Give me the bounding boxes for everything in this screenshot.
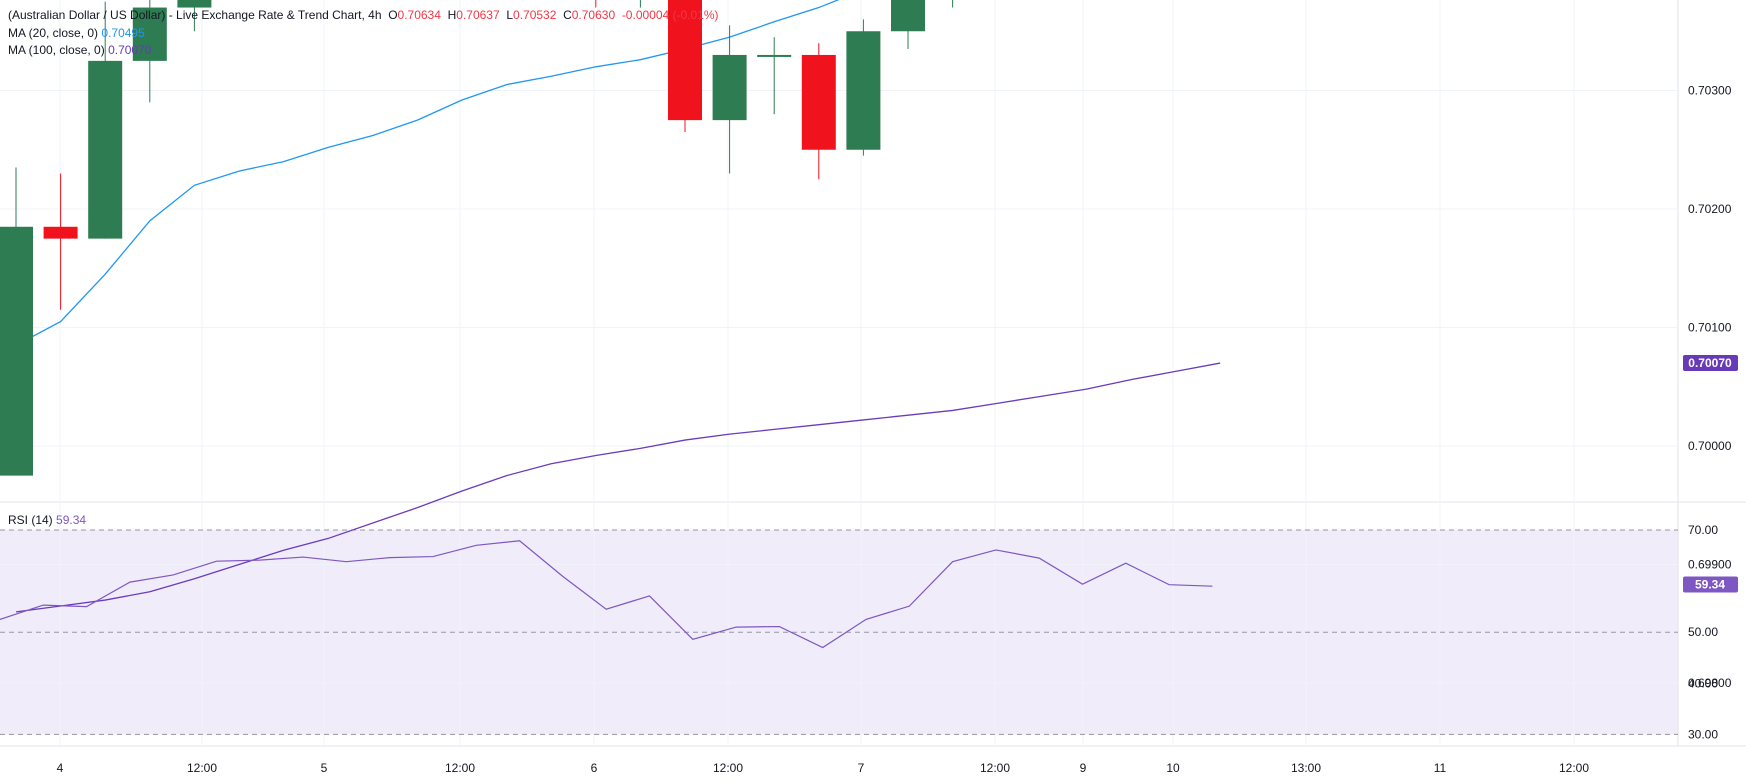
rsi-tick-label: 70.00 [1688,523,1718,537]
ma100-label: MA (100, close, 0) [8,43,105,57]
high-value: 0.70637 [456,8,500,22]
candle-body [757,54,792,57]
rsi-badge: 59.34 [1683,576,1738,593]
time-tick-label: 12:00 [1559,761,1589,775]
candle-body [712,54,747,121]
time-tick-label: 12:00 [980,761,1010,775]
rsi-badge-box [1683,576,1738,593]
candle [891,0,925,50]
ma100-badge-text: 0.70070 [1688,356,1732,370]
rsi-tick-label: 30.00 [1688,727,1718,741]
candle-body [891,0,925,32]
ohlc-readout: O0.70634 H0.70637 L0.70532 C0.70630 -0.0… [388,8,719,22]
price-tick-label: 0.69800 [1688,676,1732,690]
ma20-line [15,0,840,346]
change-value: -0.00004 (-0.01%) [621,8,719,22]
time-tick-label: 13:00 [1291,761,1321,775]
ma100-badge-box [1683,355,1738,372]
candle-body [0,226,33,476]
time-tick-label: 10 [1166,761,1180,775]
symbol-title: (Australian Dollar / US Dollar) - Live E… [8,8,382,22]
ma100-line [15,362,1221,613]
candle [88,1,123,239]
time-tick-label: 9 [1080,761,1087,775]
candle-body [668,0,702,121]
ma100-badge: 0.70070 [1683,355,1738,372]
rsi-tick-label: 40.00 [1688,676,1718,690]
time-tick-label: 5 [321,761,328,775]
ma20-legend[interactable]: MA (20, close, 0) 0.70495 [8,26,145,40]
time-tick-label: 6 [591,761,598,775]
candle-body [177,0,212,8]
price-tick-label: 0.69900 [1688,558,1732,572]
open-value: 0.70634 [397,8,441,22]
price-tick-label: 0.70000 [1688,439,1732,453]
candle-body [801,54,836,150]
candle-body [43,226,78,239]
candle-body [846,31,881,150]
price-tick-label: 0.70200 [1688,202,1732,216]
ma100-legend[interactable]: MA (100, close, 0) 0.70070 [8,43,151,57]
candle [132,0,167,103]
rsi-tick-label: 50.00 [1688,625,1718,639]
candle [757,37,792,115]
candle [668,0,702,132]
close-value: 0.70630 [571,8,616,22]
time-tick-label: 11 [1434,761,1447,775]
candle [801,43,836,180]
chart-legend-main: (Australian Dollar / US Dollar) - Live E… [8,8,719,22]
candle-body [88,60,123,239]
candle [177,0,212,32]
candle [712,25,747,174]
rsi-value: 59.34 [56,513,87,527]
rsi-line [0,540,1213,649]
ma100-value: 0.70070 [108,43,152,57]
time-tick-label: 12:00 [187,761,217,775]
candle [846,19,881,156]
time-tick-label: 4 [57,761,64,775]
rsi-label: RSI (14) [8,513,53,527]
price-tick-label: 0.70100 [1688,321,1732,335]
ma20-value: 0.70495 [101,26,145,40]
ma20-label: MA (20, close, 0) [8,26,99,40]
price-tick-label: 0.70300 [1688,84,1732,98]
candle-body [132,7,167,61]
rsi-badge-text: 59.34 [1695,577,1725,591]
time-tick-label: 12:00 [713,761,743,775]
time-tick-label: 7 [858,761,865,775]
rsi-legend[interactable]: RSI (14) 59.34 [8,513,86,527]
candle [0,167,33,476]
low-value: 0.70532 [513,8,557,22]
time-tick-label: 12:00 [445,761,475,775]
candle [43,173,78,310]
